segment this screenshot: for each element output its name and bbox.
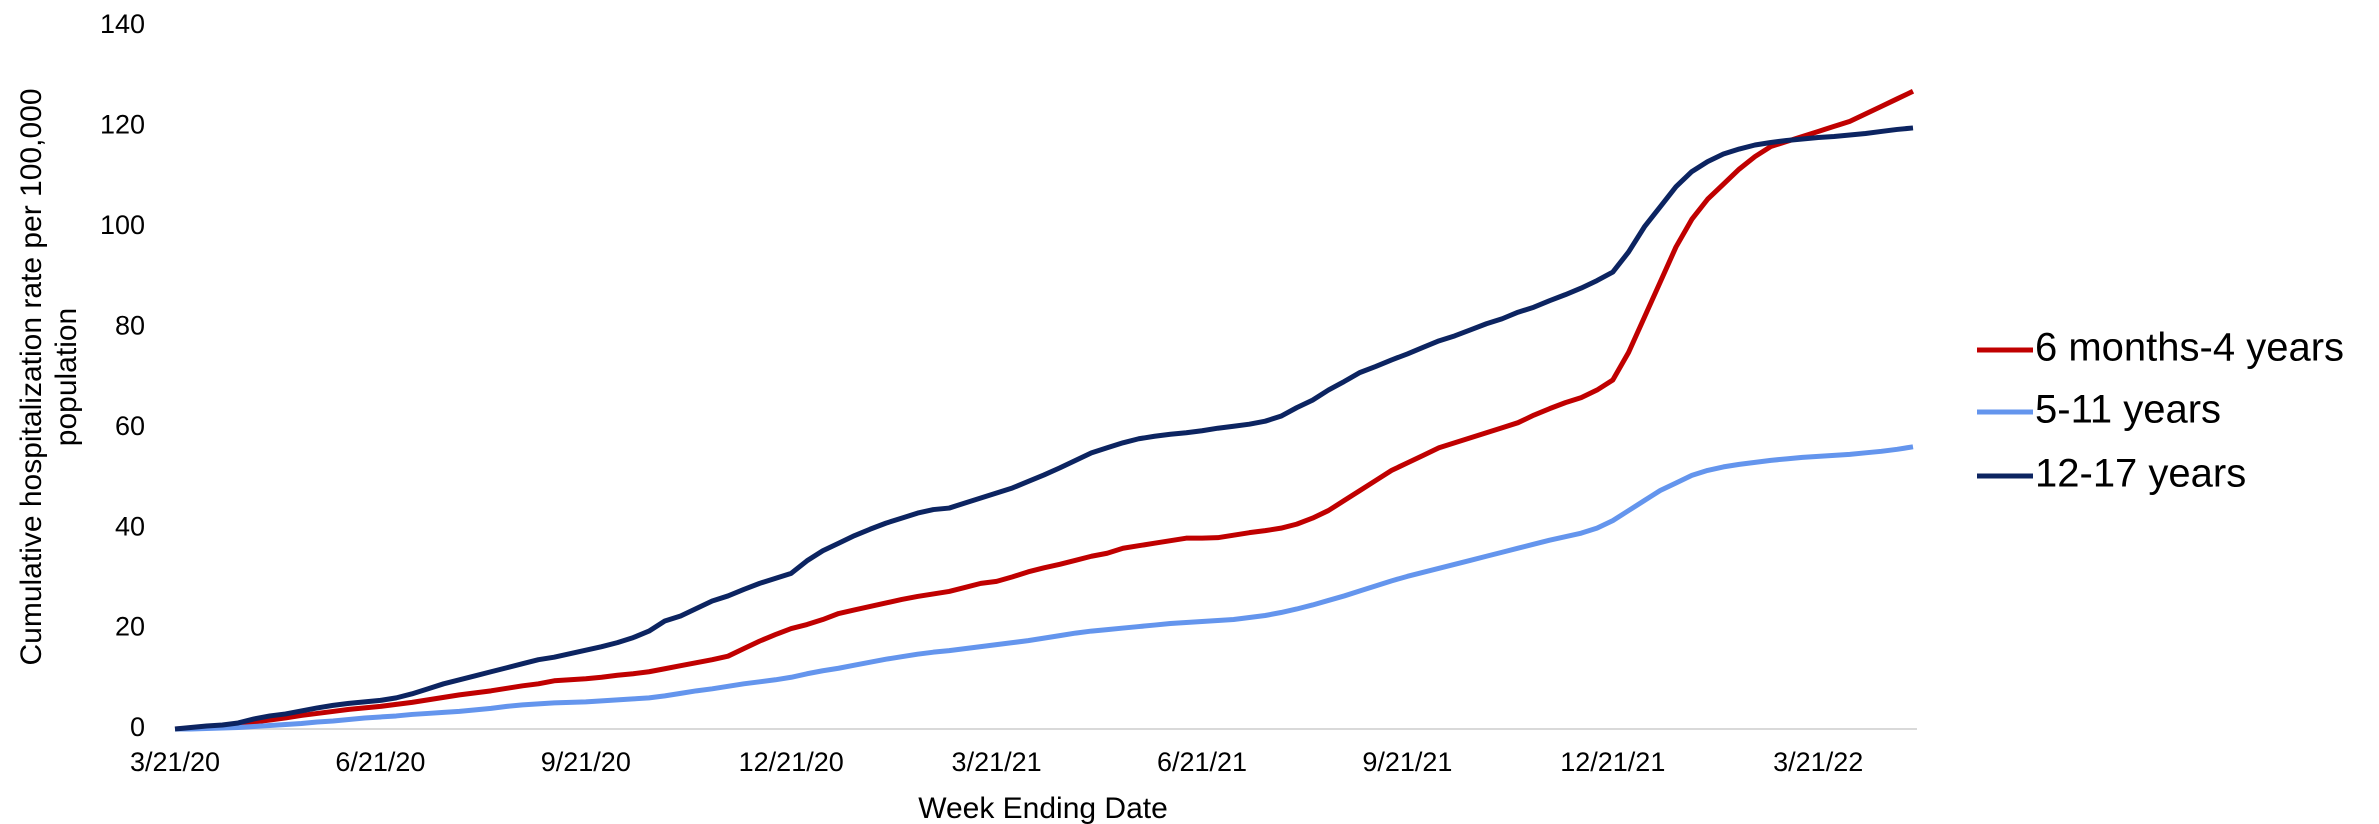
series-line (174, 89, 1915, 732)
x-tick-label: 3/21/21 (952, 747, 1042, 777)
x-tick-label: 6/21/20 (335, 747, 425, 777)
y-tick-label: 60 (115, 411, 145, 441)
x-tick-label: 9/21/20 (541, 747, 631, 777)
y-tick-label: 0 (130, 712, 145, 742)
y-tick-label: 40 (115, 511, 145, 541)
x-tick-label: 12/21/21 (1560, 747, 1665, 777)
legend-label: 12-17 years (2035, 452, 2246, 496)
y-tick-label: 140 (100, 9, 145, 39)
x-tick-label: 3/21/20 (130, 747, 220, 777)
x-tick-label: 6/21/21 (1157, 747, 1247, 777)
series-line (175, 444, 1914, 732)
x-tick-label: 9/21/21 (1362, 747, 1452, 777)
y-axis-title: population (50, 308, 83, 446)
y-axis-title: Cumulative hospitalization rate per 100,… (15, 88, 48, 665)
series-line (174, 125, 1914, 732)
legend-label: 6 months-4 years (2035, 326, 2344, 370)
x-tick-label: 12/21/20 (739, 747, 844, 777)
y-tick-label: 100 (100, 210, 145, 240)
y-tick-label: 120 (100, 110, 145, 140)
x-axis-title: Week Ending Date (918, 792, 1168, 824)
y-tick-label: 20 (115, 612, 145, 642)
x-tick-label: 3/21/22 (1773, 747, 1863, 777)
y-tick-label: 80 (115, 310, 145, 340)
legend-label: 5-11 years (2035, 388, 2221, 432)
